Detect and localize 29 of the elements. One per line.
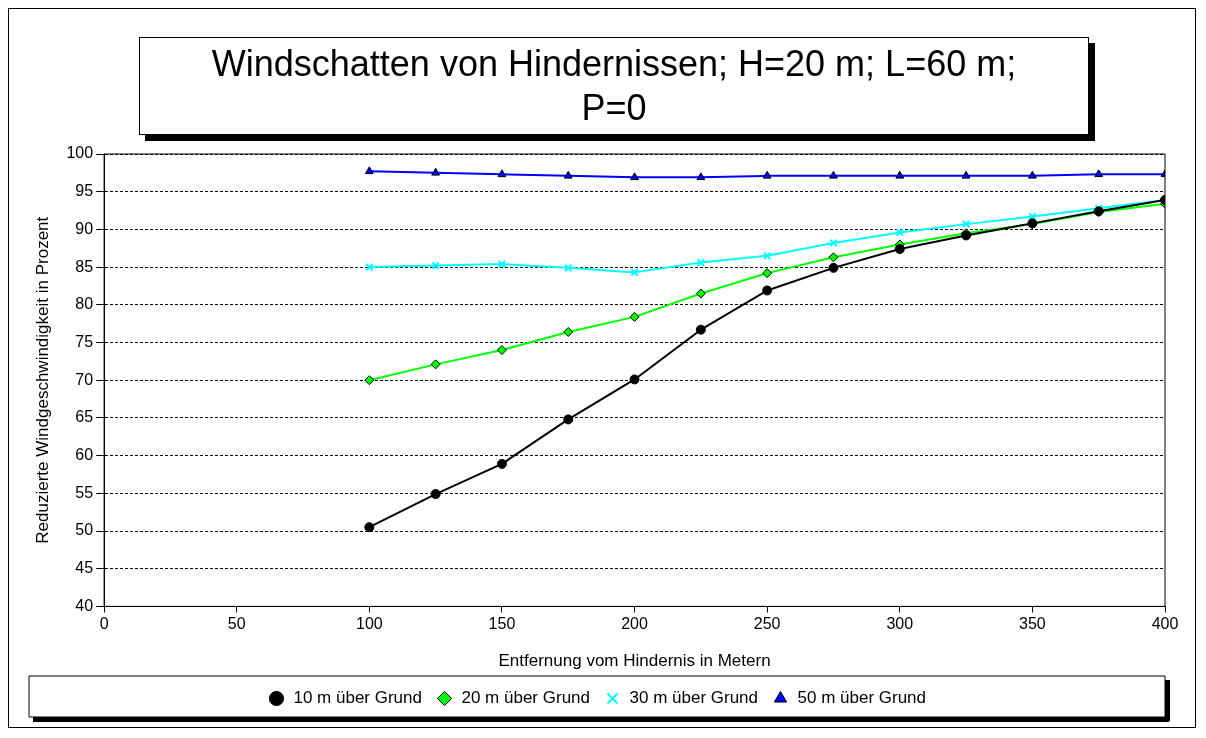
x-tick-label: 50 [227,615,246,633]
y-tick-label: 75 [75,332,94,350]
y-tick-label: 40 [75,596,94,614]
legend-label: 20 m über Grund [461,688,590,708]
x-tick-label: 250 [753,615,781,633]
y-tick-label: 90 [75,219,94,237]
legend-label: 10 m über Grund [293,688,422,708]
y-tick-label: 95 [75,182,94,200]
y-tick-label: 100 [66,144,94,162]
x-tick-label: 0 [99,615,109,633]
chart-title: Windschatten von Hindernissen; H=20 m; L=60 m; P=0 [210,42,1018,130]
x-tick-label: 200 [621,615,648,633]
x-tick-label: 100 [355,615,383,633]
y-tick-label: 50 [75,521,94,539]
y-tick-label: 60 [75,446,94,464]
x-tick-label: 300 [886,615,914,633]
y-axis-title: Reduzierte Windgeschwindigkeit in Prozent [32,216,52,544]
legend-label: 30 m über Grund [629,688,759,708]
x-tick-label: 150 [488,615,516,633]
x-tick-label: 350 [1019,615,1046,633]
y-tick-label: 55 [75,483,94,501]
y-tick-label: 80 [75,295,94,313]
legend-label: 50 m über Grund [797,688,927,708]
x-axis-title: Entfernung vom Hindernis in Metern [498,651,771,671]
y-tick-label: 70 [75,370,94,388]
y-tick-label: 45 [75,559,94,577]
y-tick-label: 65 [75,408,94,426]
y-tick-label: 85 [75,257,94,275]
x-tick-label: 400 [1151,615,1179,633]
